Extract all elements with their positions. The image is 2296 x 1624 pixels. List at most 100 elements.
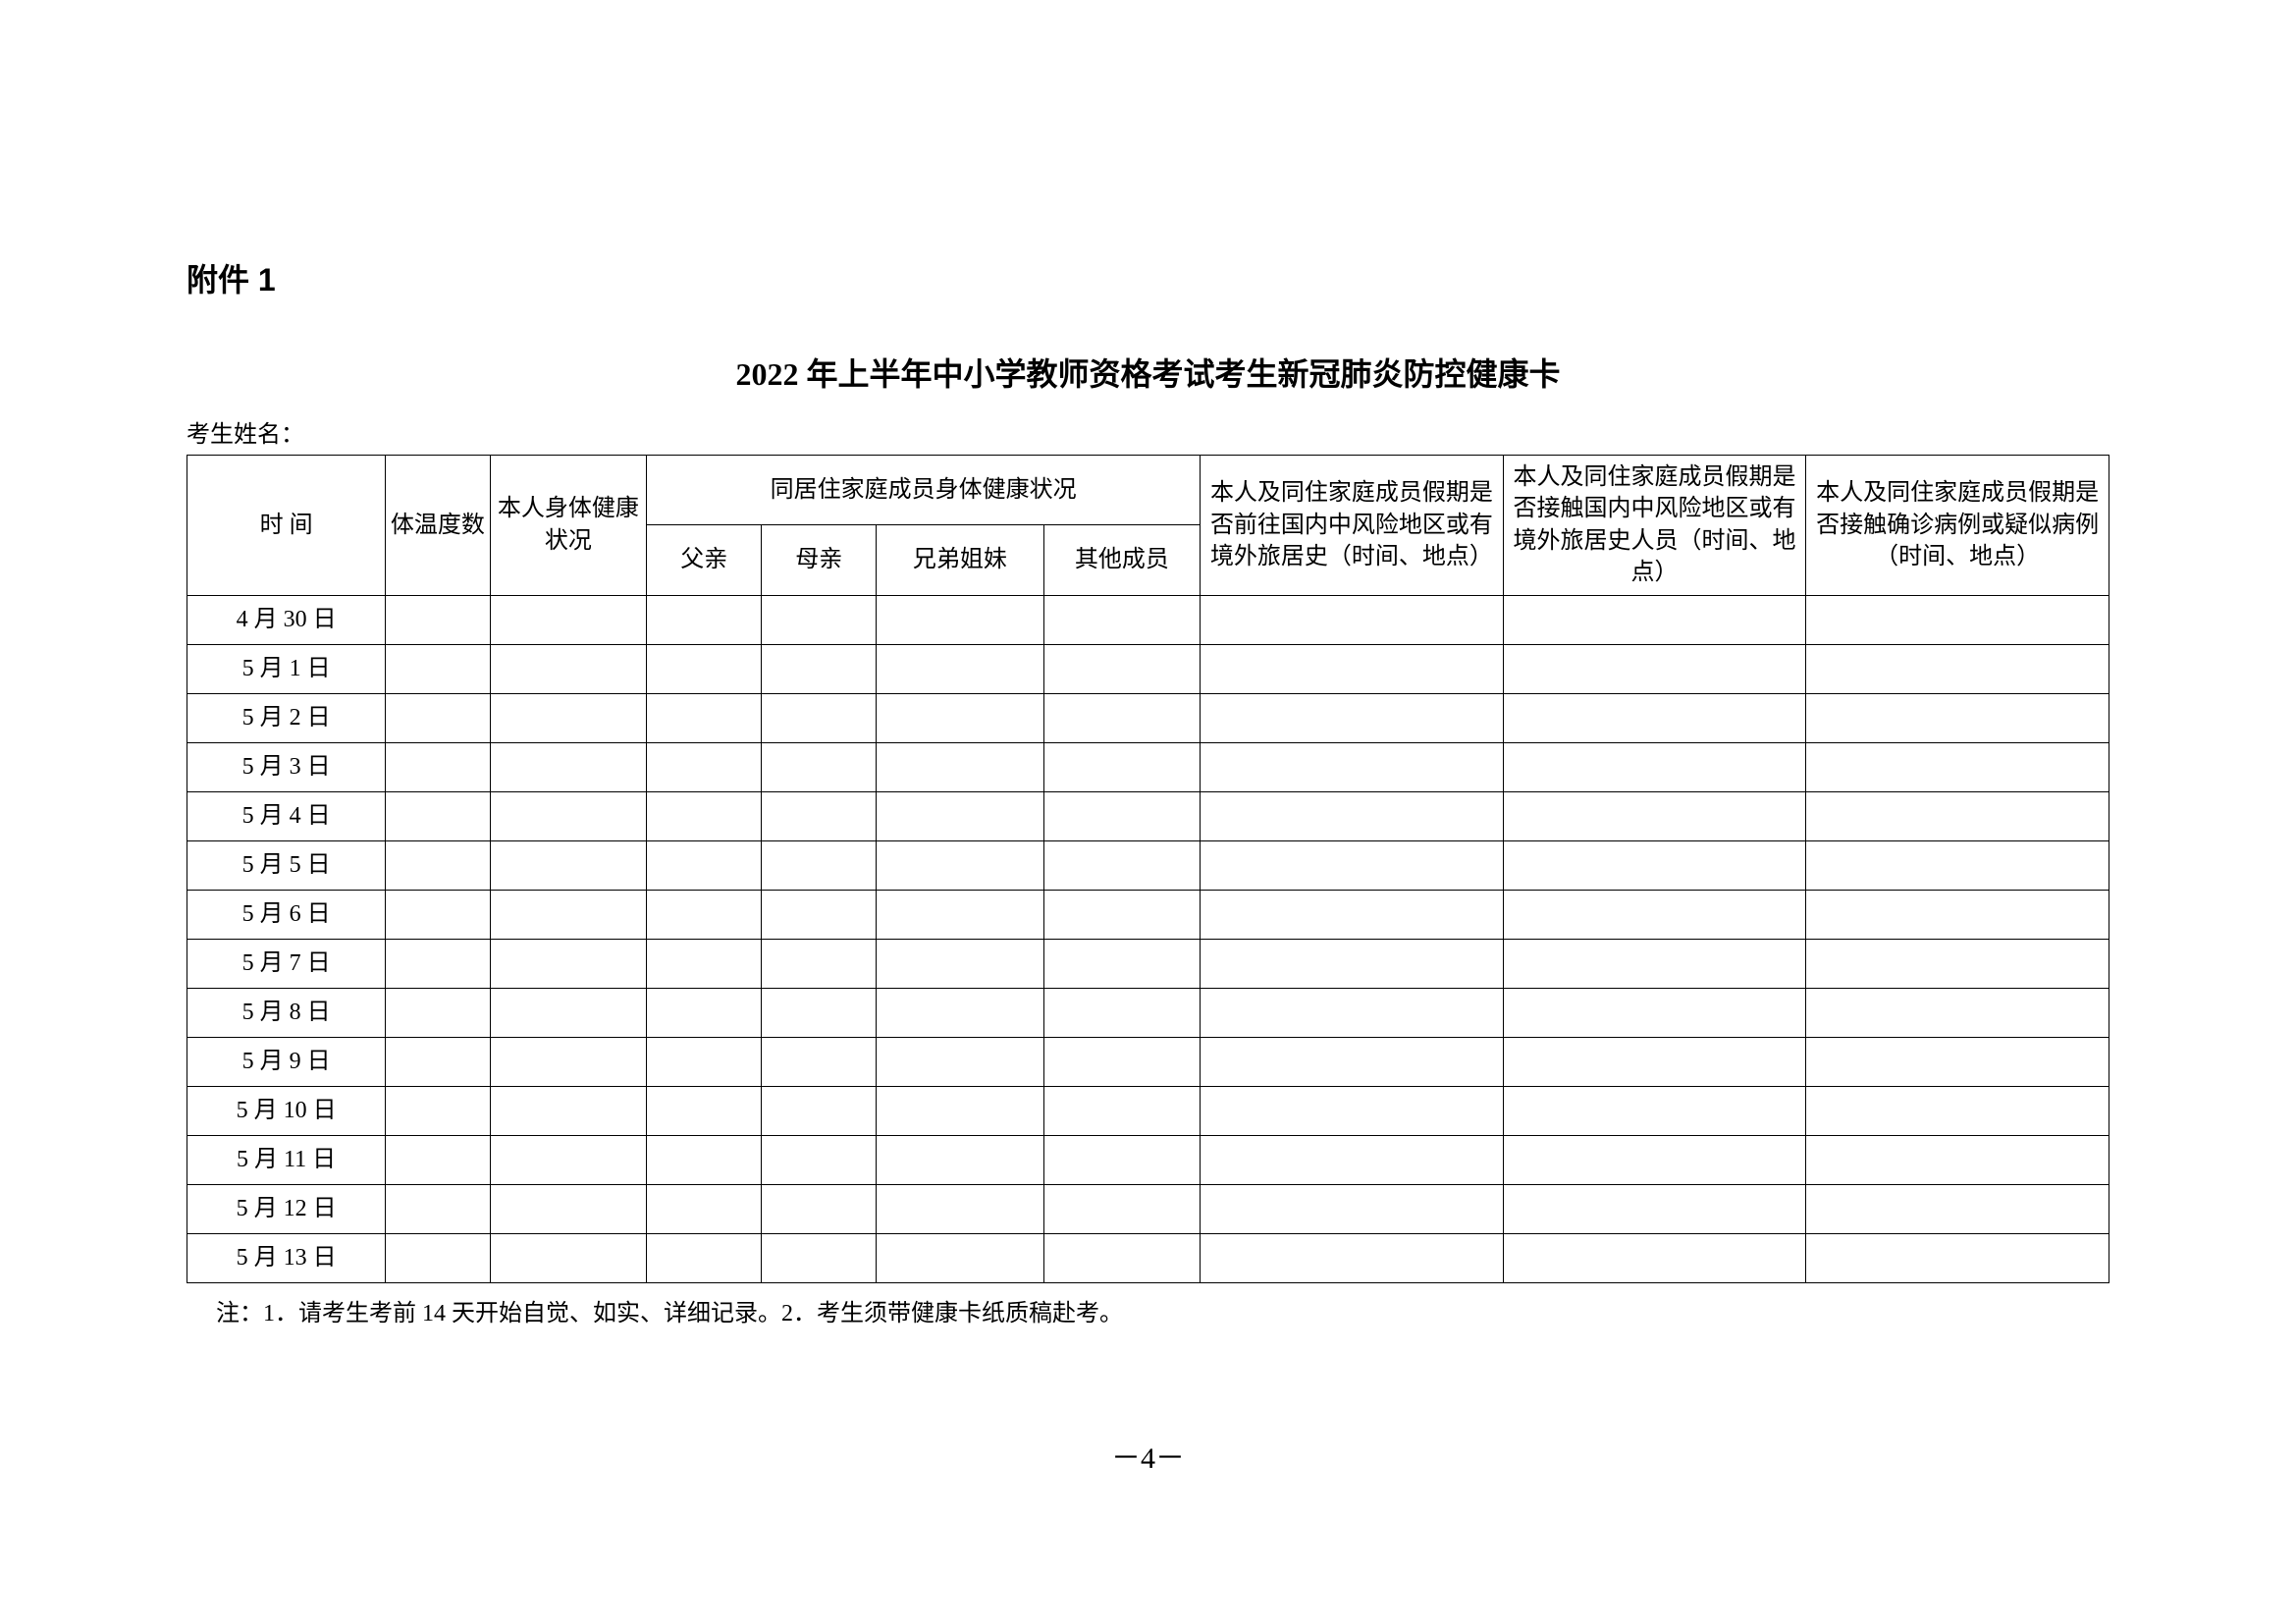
cell-empty (490, 1135, 647, 1184)
col-header-family-group: 同居住家庭成员身体健康状况 (647, 456, 1201, 525)
cell-empty (1043, 1233, 1201, 1282)
cell-empty (647, 644, 762, 693)
cell-date: 5 月 8 日 (187, 988, 386, 1037)
cell-empty (386, 1233, 490, 1282)
page-number: －4－ (0, 1434, 2296, 1477)
cell-empty (1503, 693, 1806, 742)
cell-date: 5 月 7 日 (187, 939, 386, 988)
cell-empty (386, 939, 490, 988)
cell-empty (647, 1135, 762, 1184)
col-header-sibling: 兄弟姐妹 (877, 525, 1043, 595)
cell-empty (490, 1233, 647, 1282)
cell-empty (877, 595, 1043, 644)
cell-empty (762, 693, 877, 742)
cell-empty (386, 693, 490, 742)
cell-empty (1806, 1184, 2109, 1233)
cell-empty (1503, 988, 1806, 1037)
cell-empty (1503, 791, 1806, 840)
cell-empty (1806, 1233, 2109, 1282)
table-row: 5 月 7 日 (187, 939, 2109, 988)
cell-empty (386, 1135, 490, 1184)
cell-empty (1043, 644, 1201, 693)
cell-empty (490, 1037, 647, 1086)
cell-empty (1201, 1086, 1504, 1135)
cell-empty (877, 988, 1043, 1037)
cell-empty (1806, 1037, 2109, 1086)
cell-empty (386, 840, 490, 890)
table-row: 5 月 4 日 (187, 791, 2109, 840)
cell-empty (1806, 595, 2109, 644)
cell-empty (1201, 791, 1504, 840)
cell-empty (1201, 840, 1504, 890)
cell-empty (877, 742, 1043, 791)
cell-empty (647, 890, 762, 939)
cell-empty (490, 939, 647, 988)
page-title: 2022 年上半年中小学教师资格考试考生新冠肺炎防控健康卡 (187, 350, 2109, 395)
col-header-self-health: 本人身体健康状况 (490, 456, 647, 596)
cell-empty (1503, 1135, 1806, 1184)
cell-empty (1806, 644, 2109, 693)
cell-empty (1806, 988, 2109, 1037)
cell-empty (490, 840, 647, 890)
cell-empty (1043, 939, 1201, 988)
cell-empty (1043, 595, 1201, 644)
cell-empty (1043, 840, 1201, 890)
cell-empty (490, 1086, 647, 1135)
cell-empty (1503, 1184, 1806, 1233)
cell-empty (490, 791, 647, 840)
cell-empty (386, 988, 490, 1037)
cell-date: 5 月 12 日 (187, 1184, 386, 1233)
cell-empty (1201, 742, 1504, 791)
table-row: 5 月 2 日 (187, 693, 2109, 742)
table-row: 5 月 3 日 (187, 742, 2109, 791)
cell-empty (1806, 890, 2109, 939)
table-row: 5 月 12 日 (187, 1184, 2109, 1233)
cell-empty (647, 939, 762, 988)
table-row: 5 月 5 日 (187, 840, 2109, 890)
cell-empty (490, 693, 647, 742)
cell-empty (877, 644, 1043, 693)
cell-empty (1503, 644, 1806, 693)
col-header-mother: 母亲 (762, 525, 877, 595)
cell-empty (762, 1233, 877, 1282)
cell-empty (762, 742, 877, 791)
cell-empty (1201, 939, 1504, 988)
cell-empty (1201, 988, 1504, 1037)
cell-empty (386, 1184, 490, 1233)
cell-empty (386, 595, 490, 644)
cell-empty (1201, 1037, 1504, 1086)
cell-empty (1503, 840, 1806, 890)
cell-date: 5 月 5 日 (187, 840, 386, 890)
col-header-time: 时 间 (187, 456, 386, 596)
cell-date: 4 月 30 日 (187, 595, 386, 644)
cell-empty (386, 890, 490, 939)
cell-empty (1043, 1086, 1201, 1135)
cell-empty (1043, 1184, 1201, 1233)
cell-empty (647, 1037, 762, 1086)
cell-date: 5 月 1 日 (187, 644, 386, 693)
cell-empty (877, 1184, 1043, 1233)
cell-empty (1806, 1086, 2109, 1135)
cell-empty (1043, 988, 1201, 1037)
cell-date: 5 月 2 日 (187, 693, 386, 742)
cell-empty (1043, 1135, 1201, 1184)
cell-empty (386, 742, 490, 791)
cell-empty (647, 1184, 762, 1233)
cell-empty (877, 939, 1043, 988)
cell-empty (1201, 1135, 1504, 1184)
cell-empty (762, 988, 877, 1037)
cell-empty (1806, 693, 2109, 742)
cell-empty (762, 890, 877, 939)
table-row: 5 月 9 日 (187, 1037, 2109, 1086)
table-row: 5 月 10 日 (187, 1086, 2109, 1135)
cell-empty (762, 1037, 877, 1086)
cell-empty (647, 791, 762, 840)
table-row: 5 月 6 日 (187, 890, 2109, 939)
cell-empty (490, 742, 647, 791)
cell-date: 5 月 6 日 (187, 890, 386, 939)
cell-empty (647, 1233, 762, 1282)
cell-empty (1806, 939, 2109, 988)
cell-empty (1806, 791, 2109, 840)
cell-empty (490, 644, 647, 693)
table-row: 5 月 1 日 (187, 644, 2109, 693)
